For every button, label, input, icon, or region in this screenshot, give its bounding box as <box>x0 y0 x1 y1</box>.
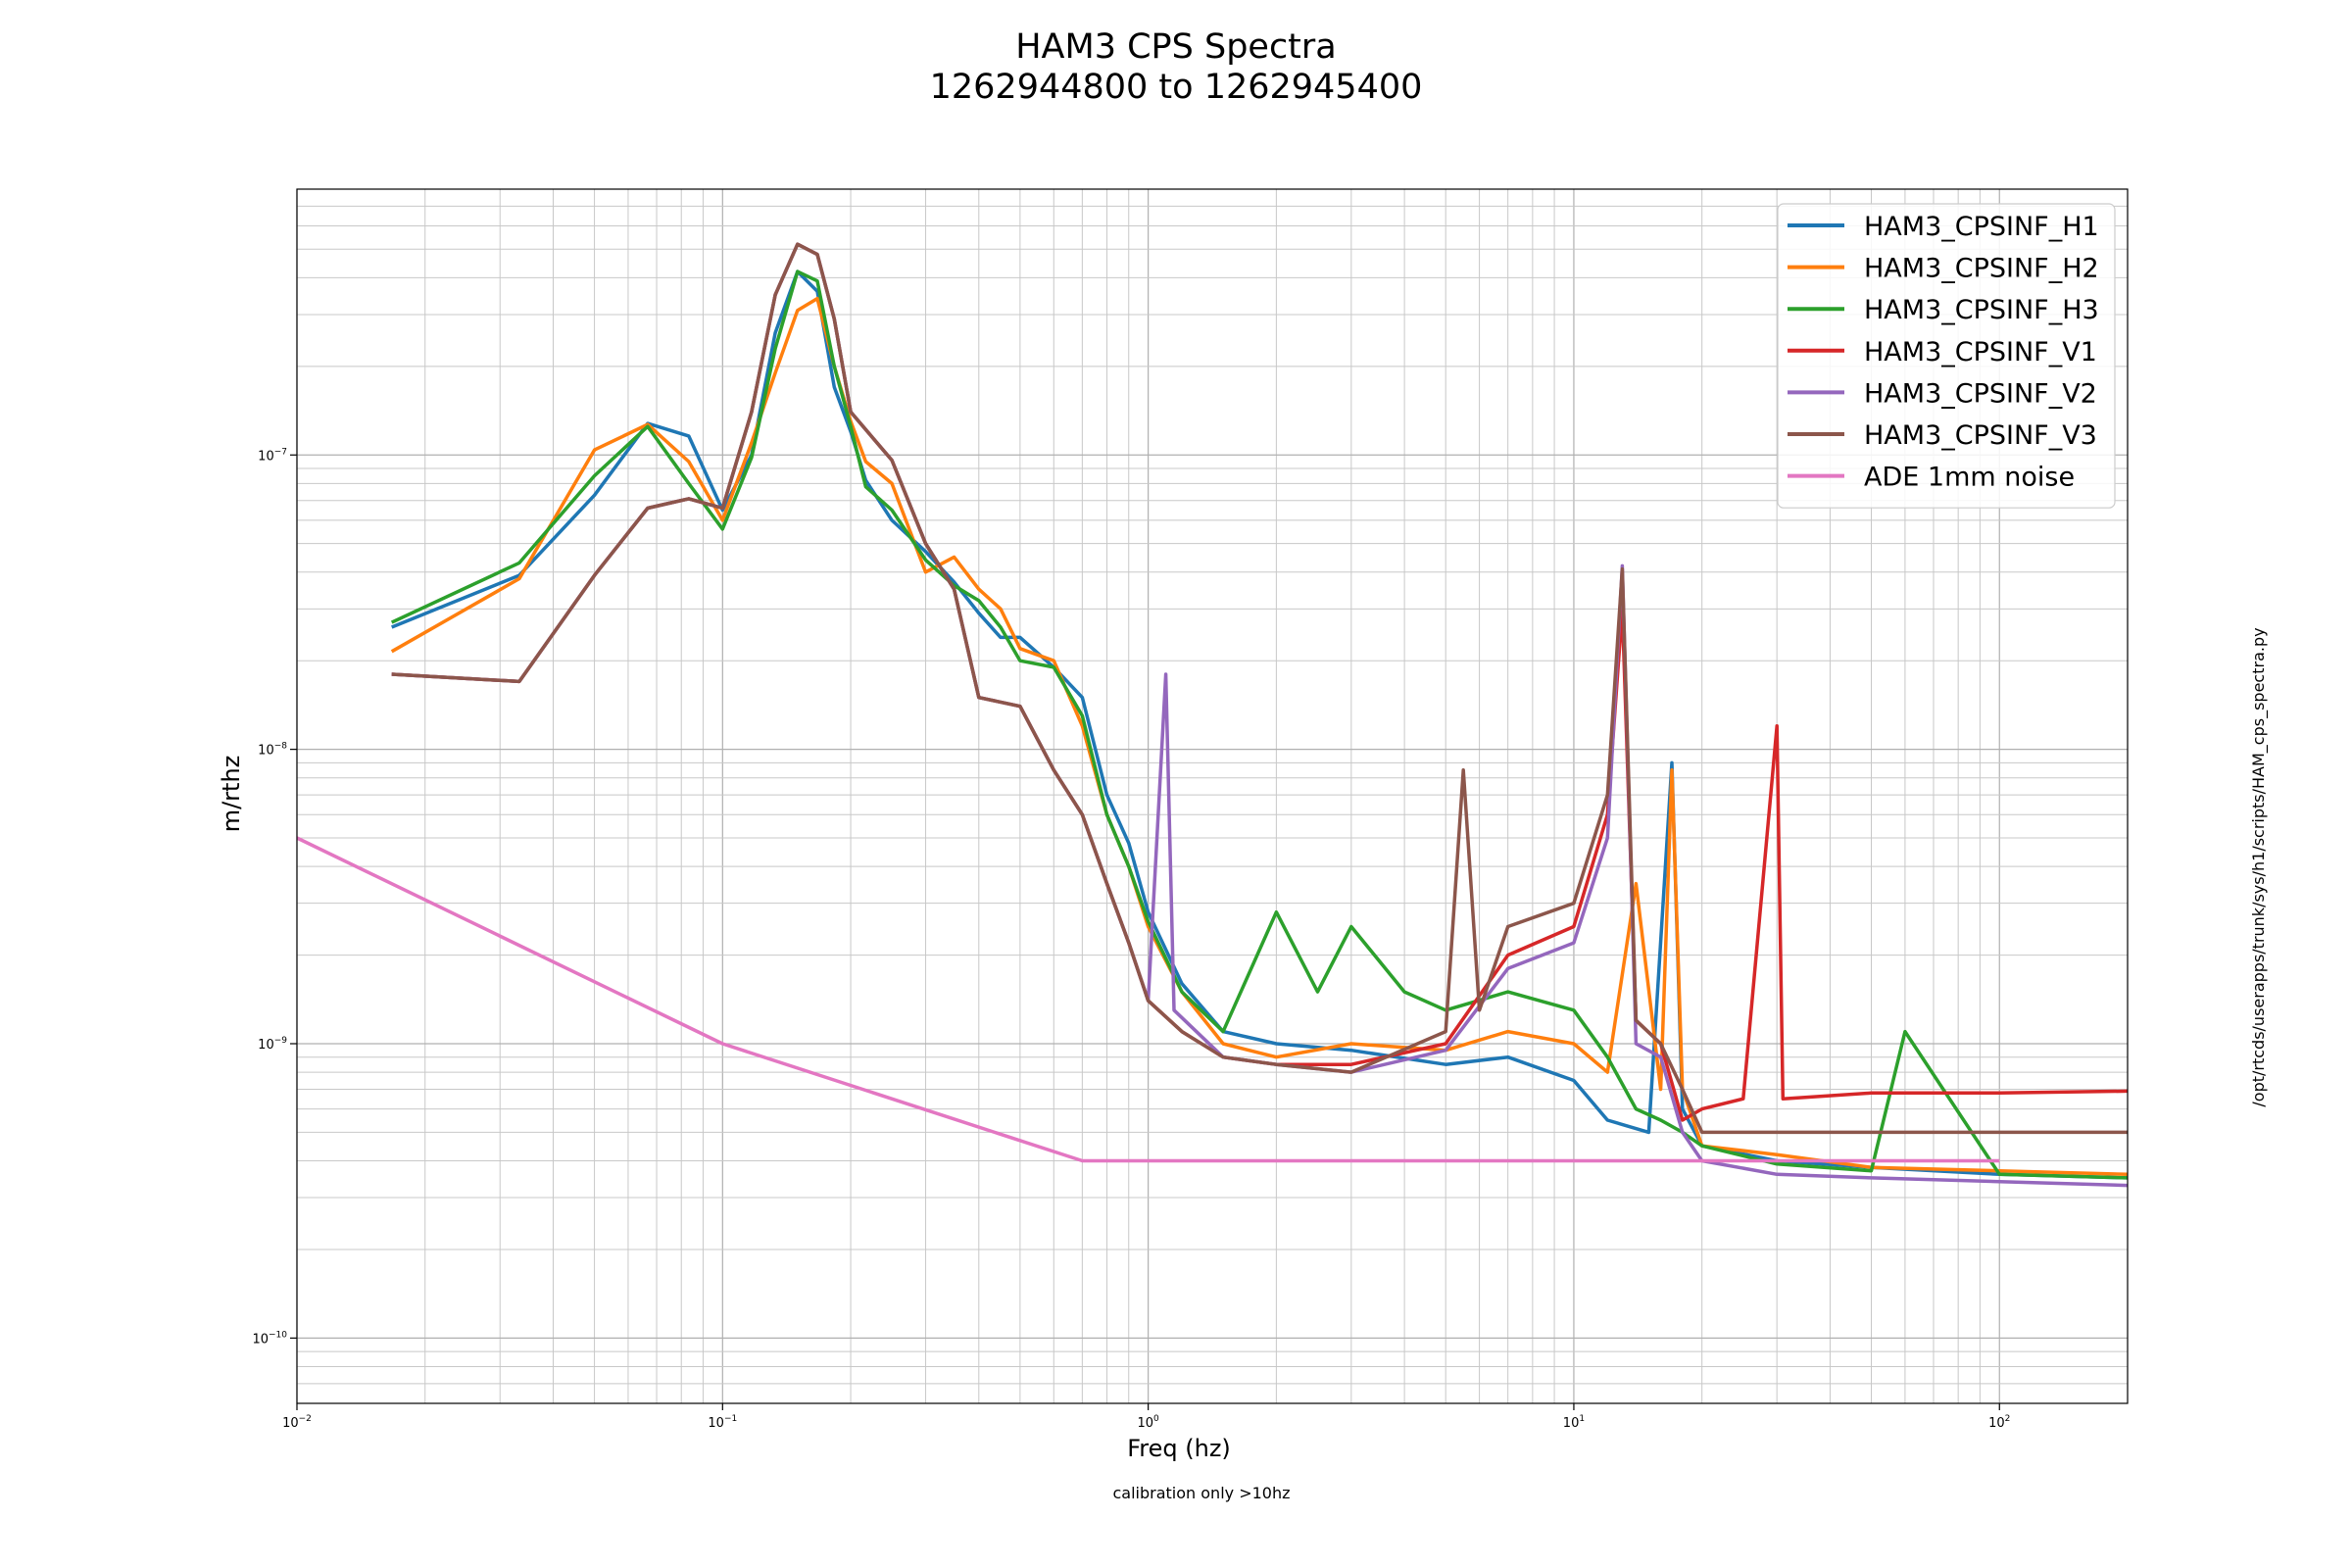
legend-label: HAM3_CPSINF_V3 <box>1864 420 2097 451</box>
y-tick-label: 10−8 <box>258 742 287 759</box>
plot-frame <box>296 188 2129 1404</box>
series-line-3 <box>390 270 2128 1180</box>
series-lines <box>297 242 2128 1188</box>
axis-ticks: 10−2 10−1 100 101 102 10−10 10−9 10−8 10−7 <box>252 447 2010 1431</box>
y-tick-label: 10−7 <box>258 447 287 464</box>
legend-label: HAM3_CPSINF_V2 <box>1864 378 2097 409</box>
legend-label: ADE 1mm noise <box>1864 463 2075 493</box>
series-line-7 <box>297 836 2000 1163</box>
legend-label: HAM3_CPSINF_V1 <box>1864 337 2097 368</box>
chart-subtitle: 1262944800 to 1262945400 <box>930 68 1423 107</box>
y-tick-label: 10−10 <box>252 1330 287 1347</box>
x-tick-label: 100 <box>1137 1414 1159 1431</box>
script-path-note: /opt/rtcds/userapps/trunk/sys/h1/scripts… <box>2249 627 2269 1106</box>
x-tick-label: 10−1 <box>708 1414 737 1431</box>
legend: HAM3_CPSINF_H1 HAM3_CPSINF_H2 HAM3_CPSINF_… <box>1777 203 2116 509</box>
x-tick-label: 10−2 <box>282 1414 312 1431</box>
series-line-2 <box>390 296 2128 1177</box>
chart-title: HAM3 CPS Spectra <box>1015 27 1337 67</box>
series-line-6 <box>391 242 2128 1135</box>
y-axis-label: m/rthz <box>218 756 245 833</box>
y-tick-label: 10−9 <box>258 1036 287 1053</box>
legend-label: HAM3_CPSINF_H3 <box>1864 295 2099 325</box>
x-tick-label: 102 <box>1988 1414 2010 1431</box>
legend-label: HAM3_CPSINF_H2 <box>1864 254 2099 284</box>
legend-box <box>1777 203 2116 509</box>
legend-label: HAM3_CPSINF_H1 <box>1864 212 2099 242</box>
series-line-1 <box>391 270 2128 1180</box>
x-axis-label: Freq (hz) <box>1127 1435 1231 1462</box>
x-tick-label: 101 <box>1563 1414 1585 1431</box>
calibration-note: calibration only >10hz <box>1113 1484 1291 1502</box>
